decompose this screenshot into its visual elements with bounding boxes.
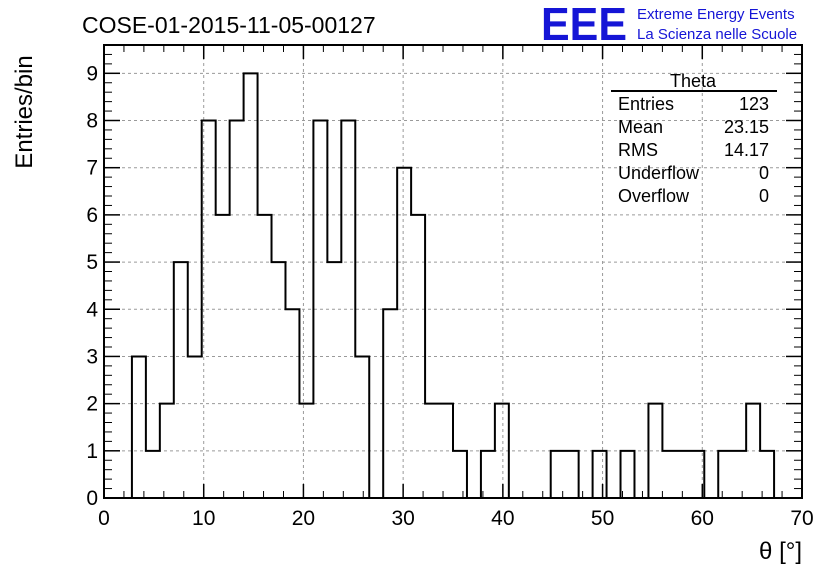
y-tick-label: 6 bbox=[86, 204, 98, 227]
y-tick-label: 2 bbox=[86, 393, 98, 416]
stats-box: Theta Entries 123 Mean 23.15 RMS 14.17 U… bbox=[611, 71, 777, 206]
x-tick-label: 40 bbox=[491, 507, 514, 530]
stats-label-entries: Entries bbox=[618, 94, 674, 114]
stats-value-rms: 14.17 bbox=[724, 140, 769, 160]
y-tick-label: 8 bbox=[86, 110, 98, 133]
stats-title: Theta bbox=[670, 71, 717, 91]
y-tick-label: 3 bbox=[86, 345, 98, 368]
stats-value-underflow: 0 bbox=[759, 163, 769, 183]
logo-line-2: La Scienza nelle Scuole bbox=[637, 26, 797, 43]
x-tick-label: 70 bbox=[790, 507, 813, 530]
x-tick-label: 50 bbox=[591, 507, 614, 530]
y-axis-label: Entries/bin bbox=[11, 55, 38, 168]
y-tick-label: 9 bbox=[86, 62, 98, 85]
y-tick-label: 4 bbox=[86, 298, 98, 321]
y-tick-label: 5 bbox=[86, 251, 98, 274]
stats-label-overflow: Overflow bbox=[618, 186, 690, 206]
x-axis-label: θ [°] bbox=[759, 538, 802, 565]
y-tick-label: 0 bbox=[86, 487, 98, 510]
chart-title: COSE-01-2015-11-05-00127 bbox=[82, 12, 376, 38]
x-tick-label: 30 bbox=[391, 507, 414, 530]
eee-logo: EEE Extreme Energy Events La Scienza nel… bbox=[541, 0, 797, 50]
stats-value-overflow: 0 bbox=[759, 186, 769, 206]
stats-value-entries: 123 bbox=[739, 94, 769, 114]
y-tick-label: 1 bbox=[86, 440, 98, 463]
logo-line-1: Extreme Energy Events bbox=[637, 6, 795, 23]
stats-label-rms: RMS bbox=[618, 140, 658, 160]
logo-eee-text: EEE bbox=[541, 0, 627, 50]
x-axis-ticks: 0 10 20 30 40 50 60 70 bbox=[98, 45, 814, 530]
stats-value-mean: 23.15 bbox=[724, 117, 769, 137]
x-tick-label: 20 bbox=[292, 507, 315, 530]
x-tick-label: 10 bbox=[192, 507, 215, 530]
x-tick-label: 60 bbox=[691, 507, 714, 530]
stats-label-mean: Mean bbox=[618, 117, 663, 137]
y-tick-label: 7 bbox=[86, 157, 98, 180]
histogram-outline bbox=[104, 72, 802, 499]
stats-label-underflow: Underflow bbox=[618, 163, 700, 183]
x-tick-label: 0 bbox=[98, 507, 110, 530]
